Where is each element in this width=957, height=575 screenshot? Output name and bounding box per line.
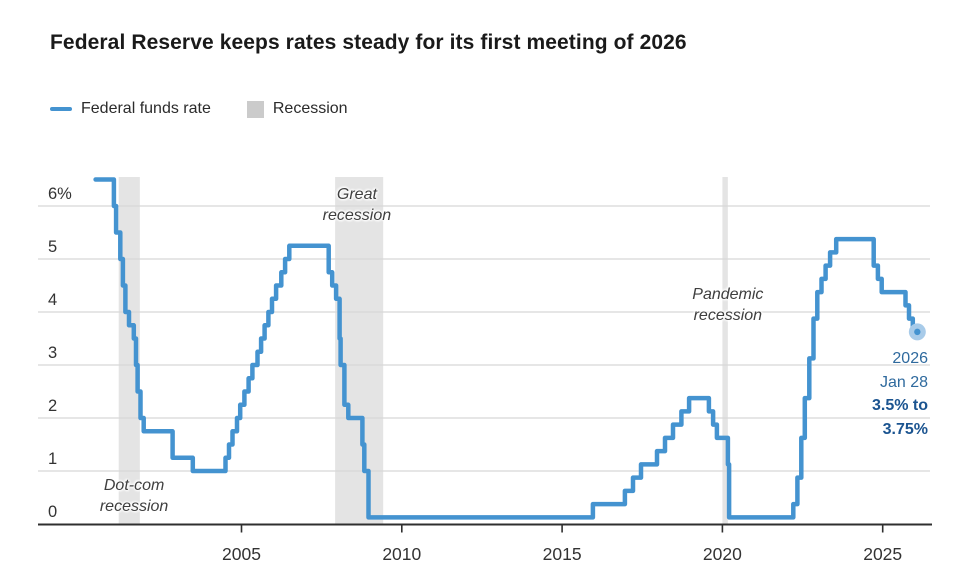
legend-item-fed-funds-rate: Federal funds rate	[50, 100, 211, 118]
chart-title: Federal Reserve keeps rates steady for i…	[50, 31, 687, 54]
recession-band-pandemic	[722, 177, 728, 525]
callout-year: 2026	[892, 350, 928, 367]
callout-date: Jan 28	[879, 373, 928, 391]
latest-rate-callout: 2026 Jan 28 3.5% to 3.75%	[872, 347, 928, 441]
legend-line-swatch	[50, 106, 72, 112]
legend-band-swatch	[246, 100, 264, 118]
fed-funds-rate-line	[93, 177, 920, 520]
callout-rate-from: 3.5% to	[871, 397, 928, 414]
legend-item-recession: Recession	[246, 100, 348, 118]
end-point-dot-core	[914, 328, 921, 336]
legend-label-fed-funds-rate: Federal funds rate	[81, 100, 211, 117]
legend: Federal funds rate Recession	[50, 100, 348, 118]
recession-band-great	[335, 177, 384, 525]
callout-rate-to: 3.75%	[882, 420, 928, 438]
legend-label-recession: Recession	[272, 100, 348, 117]
